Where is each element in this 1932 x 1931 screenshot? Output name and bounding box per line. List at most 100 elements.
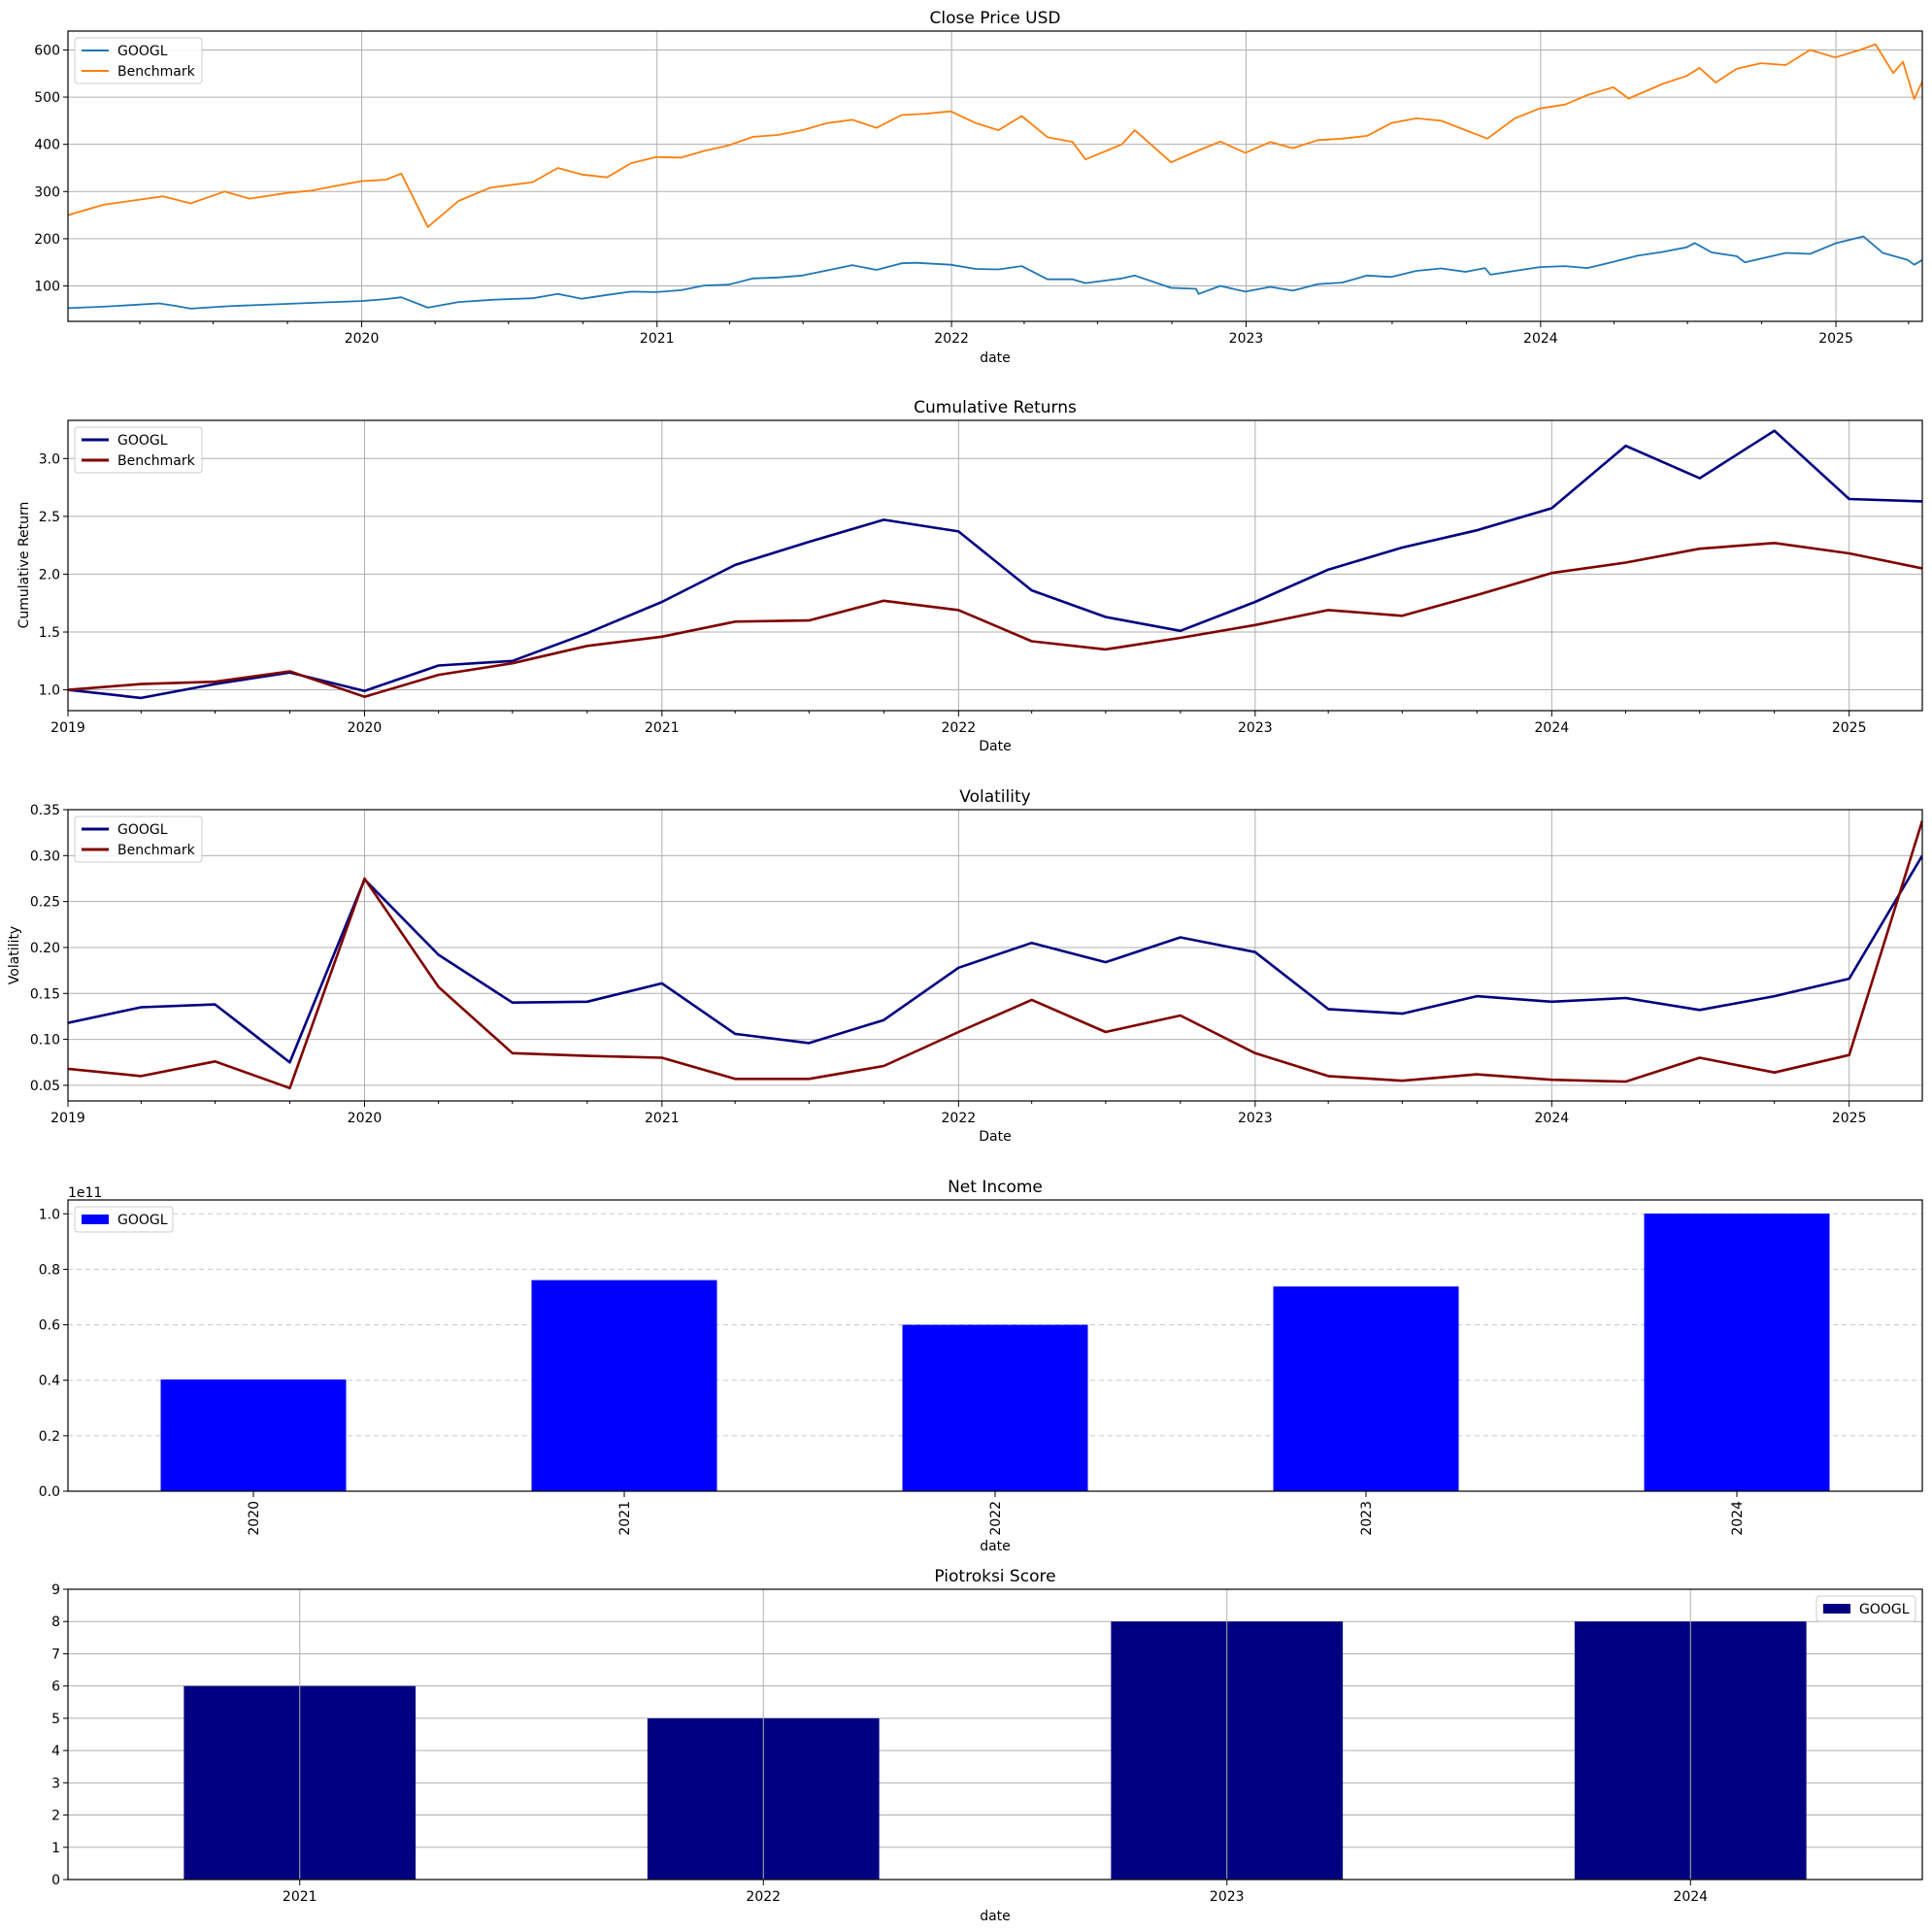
y-tick-label: 1.5: [39, 625, 60, 641]
x-tick-label: 2023: [1359, 1501, 1375, 1536]
y-tick-label: 3.0: [39, 451, 60, 467]
y-tick-label: 0: [51, 1873, 60, 1888]
x-tick-label: 2024: [1535, 720, 1570, 736]
volatility-legend-label-benchmark: Benchmark: [117, 843, 196, 858]
net-income-bars: [160, 1214, 1830, 1491]
volatility-title: Volatility: [959, 787, 1030, 807]
cumulative-returns-xlabel: Date: [979, 739, 1011, 754]
y-tick-label: 500: [34, 90, 60, 106]
y-tick-label: 0.20: [30, 941, 60, 956]
x-tick-label: 2023: [1229, 331, 1264, 347]
y-tick-label: 2: [51, 1809, 60, 1824]
net-income-legend-swatch-googl: [82, 1215, 109, 1224]
y-tick-label: 600: [34, 43, 60, 58]
volatility-axes-frame: [67, 809, 1923, 1102]
cumulative-returns-title: Cumulative Returns: [914, 398, 1077, 417]
x-tick-label: 2023: [1238, 720, 1273, 736]
y-tick-label: 8: [51, 1615, 60, 1630]
x-tick-label: 2021: [640, 331, 675, 347]
bar-2022: [902, 1324, 1088, 1491]
volatility-ylabel: Volatility: [7, 926, 22, 984]
y-tick-label: 1: [51, 1841, 60, 1856]
net-income-panel: Net Income 1e11 date 0.0 0.2 0.4 0.6 0.8 1.0 2…: [39, 1178, 1923, 1554]
y-tick-label: 0.6: [39, 1318, 60, 1334]
piotroski-legend-swatch-googl: [1823, 1604, 1850, 1614]
piotroski-bars: [183, 1589, 1807, 1880]
x-tick-label: 2022: [942, 720, 977, 736]
x-tick-label: 2021: [645, 720, 680, 736]
volatility-xlabel: Date: [979, 1129, 1011, 1145]
piotroski-axes-frame: [67, 1588, 1923, 1881]
y-tick-label: 9: [51, 1582, 60, 1598]
piotroski-title: Piotroksi Score: [934, 1567, 1055, 1586]
volatility-legend-label-googl: GOOGL: [117, 822, 168, 838]
series-line-benchmark: [68, 542, 1922, 698]
x-tick-label: 2024: [1535, 1111, 1570, 1126]
x-tick-label: 2024: [1673, 1889, 1708, 1905]
cumulative-returns-ticks: 1.0 1.5 2.0 2.5 3.0 2019 2020 2021 2022 2023 2024 2…: [39, 451, 1867, 736]
bar-2021: [531, 1280, 717, 1491]
x-tick-label: 2021: [645, 1111, 680, 1126]
cumulative-returns-grid: [67, 420, 1922, 711]
cumulative-returns-series: [68, 429, 1922, 700]
cumulative-returns-legend: GOOGL Benchmark: [74, 426, 203, 474]
x-tick-label: 2022: [988, 1501, 1004, 1536]
close-price-xlabel: date: [980, 350, 1011, 366]
y-tick-label: 3: [51, 1776, 60, 1791]
close-price-legend: GOOGL Benchmark: [74, 37, 203, 84]
piotroski-legend: GOOGL: [1815, 1595, 1916, 1622]
y-tick-label: 0.4: [39, 1374, 60, 1389]
y-tick-label: 0.2: [39, 1429, 60, 1445]
y-tick-label: 0.25: [30, 895, 60, 911]
series-line-benchmark: [68, 820, 1922, 1090]
net-income-legend-label-googl: GOOGL: [117, 1213, 168, 1228]
close-price-title: Close Price USD: [930, 9, 1061, 28]
volatility-ticks: 0.05 0.10 0.15 0.20 0.25 0.30 0.35 2019 2020 2021…: [30, 803, 1867, 1126]
net-income-legend: GOOGL: [74, 1206, 174, 1233]
close-price-series: [68, 43, 1922, 310]
y-tick-label: 5: [51, 1712, 60, 1727]
y-tick-label: 0.30: [30, 849, 60, 864]
series-line-benchmark: [68, 43, 1922, 228]
close-price-legend-label-benchmark: Benchmark: [117, 64, 196, 80]
x-tick-label: 2020: [345, 331, 380, 347]
volatility-legend: GOOGL Benchmark: [74, 816, 203, 863]
x-tick-label: 2020: [348, 720, 383, 736]
volatility-series: [68, 820, 1922, 1090]
y-tick-label: 400: [34, 138, 60, 153]
y-tick-label: 200: [34, 232, 60, 248]
close-price-ticks: 100 200 300 400 500 600 2020 2021 2022 2023 2024 20…: [34, 43, 1910, 347]
bar-2024: [1644, 1214, 1830, 1491]
series-line-googl: [68, 235, 1922, 310]
y-tick-label: 1.0: [39, 1207, 60, 1222]
piotroski-panel: Piotroksi Score date 0 1 2 3 4 5 6 7 8 9 2021 2022 2…: [51, 1567, 1923, 1924]
bar-2023: [1273, 1286, 1459, 1491]
x-tick-label: 2022: [746, 1889, 781, 1905]
net-income-title: Net Income: [948, 1178, 1043, 1197]
x-tick-label: 2019: [50, 1111, 85, 1126]
net-income-axes-frame: [67, 1199, 1923, 1492]
x-tick-label: 2025: [1832, 1111, 1867, 1126]
series-line-googl: [68, 429, 1922, 700]
y-tick-label: 0.15: [30, 986, 60, 1002]
volatility-panel: Volatility Date Volatility 0.050.100.150…: [7, 787, 1923, 1145]
y-tick-label: 0.8: [39, 1262, 60, 1278]
x-tick-label: 2025: [1832, 720, 1867, 736]
x-tick-label: 2022: [942, 1111, 977, 1126]
cumulative-returns-panel: Cumulative Returns Date Cumulative Retur…: [17, 398, 1923, 754]
y-tick-label: 2.0: [39, 567, 60, 583]
close-price-panel: Close Price USD date 100 200 300 400 500 600 2…: [34, 9, 1923, 366]
y-tick-label: 0.0: [39, 1484, 60, 1500]
x-tick-label: 2024: [1730, 1501, 1746, 1536]
y-tick-label: 100: [34, 280, 60, 295]
x-tick-label: 2023: [1238, 1111, 1273, 1126]
x-tick-label: 2023: [1210, 1889, 1245, 1905]
x-tick-label: 2020: [247, 1501, 262, 1536]
close-price-grid: [68, 31, 1922, 321]
net-income-scale-label: 1e11: [68, 1185, 102, 1201]
piotroski-xlabel: date: [980, 1909, 1011, 1924]
net-income-xlabel: date: [980, 1539, 1011, 1554]
y-tick-label: 2.5: [39, 510, 60, 525]
y-tick-label: 6: [51, 1680, 60, 1695]
y-tick-label: 300: [34, 184, 60, 200]
